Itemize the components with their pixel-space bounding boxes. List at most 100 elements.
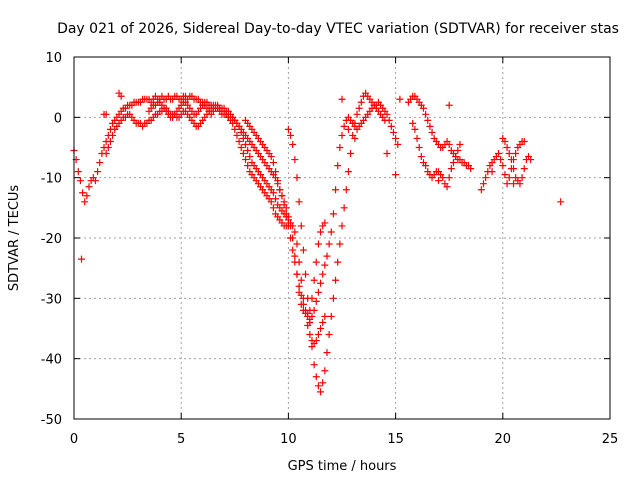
data-point [353,110,361,118]
data-point [334,258,342,266]
data-point [304,294,312,302]
data-point [293,174,301,182]
data-point [237,144,245,151]
data-point [102,150,110,158]
data-point [94,168,102,176]
data-point [287,131,295,139]
data-point [329,294,337,302]
y-tick-label: -10 [41,172,62,187]
data-point [503,180,511,188]
data-point [428,128,436,136]
series-outliers [78,89,565,263]
x-tick-label: 10 [280,432,297,447]
data-point [499,162,507,170]
data-point [291,252,299,260]
data-point [338,95,346,103]
data-point [389,128,397,136]
data-point [293,270,301,278]
data-point [445,101,453,109]
data-point [295,282,303,290]
data-point [327,228,335,236]
data-point [505,174,513,182]
data-point [289,234,297,242]
data-point [336,240,344,248]
data-point [291,156,299,164]
x-tick-labels: 0 5 10 15 20 25 [70,432,618,447]
data-point [233,131,241,139]
data-point [299,246,307,254]
data-point [297,300,305,308]
data-point [422,110,430,118]
data-point [497,156,505,164]
data-point [235,122,243,130]
data-point [295,288,303,296]
data-point [269,159,277,167]
data-point [477,186,485,194]
data-point [387,122,395,130]
data-point [242,140,250,148]
data-point [409,119,417,127]
data-point [81,198,89,206]
data-point [109,131,117,139]
series-track-g [409,119,464,191]
series-track-f [404,92,475,173]
data-point [351,119,359,127]
series-track-c [145,98,329,348]
data-point [422,162,430,170]
data-point [91,177,99,185]
data-point [239,134,247,142]
data-point [447,165,455,173]
data-point [383,110,391,118]
data-point [312,258,320,266]
data-point [452,153,460,161]
data-point [104,144,112,151]
data-point [314,382,322,390]
data-point [280,198,288,206]
data-point [306,331,314,339]
data-point [319,318,327,326]
data-point [507,156,515,164]
data-point [396,95,404,103]
data-point [117,92,125,100]
y-tick-labels: -50 -40 -30 -20 -10 0 10 [41,51,62,428]
data-point [467,165,475,173]
data-point [488,168,496,176]
y-axis-label: SDTVAR / TECUs [7,185,22,292]
data-point [314,331,322,339]
data-point [329,210,337,218]
data-point [340,204,348,212]
data-point [76,177,84,185]
data-point [449,159,457,167]
data-point [244,147,252,155]
data-point [244,162,252,170]
data-point [344,125,352,133]
data-point [297,222,305,230]
series-track-h [477,137,528,194]
data-point [351,134,359,142]
data-point [102,110,110,118]
data-point [415,144,423,151]
data-point [289,246,297,254]
grid-lines [74,57,610,419]
data-point [445,174,453,182]
data-point [291,228,299,236]
y-tick-label: -30 [41,292,62,307]
data-point [310,276,318,284]
data-point [505,150,513,158]
data-point [501,137,509,145]
series-track-e [284,89,389,396]
data-point [312,337,320,345]
data-point [357,98,365,106]
x-tick-label: 0 [70,432,78,447]
data-point [317,388,325,396]
data-point [269,189,277,197]
data-point [417,153,425,161]
data-point [269,204,277,212]
data-point [321,261,329,269]
y-tick-label: 0 [54,111,62,126]
data-point [297,276,305,284]
data-point [340,122,348,130]
data-point [287,222,295,230]
y-tick-label: -50 [41,413,62,428]
